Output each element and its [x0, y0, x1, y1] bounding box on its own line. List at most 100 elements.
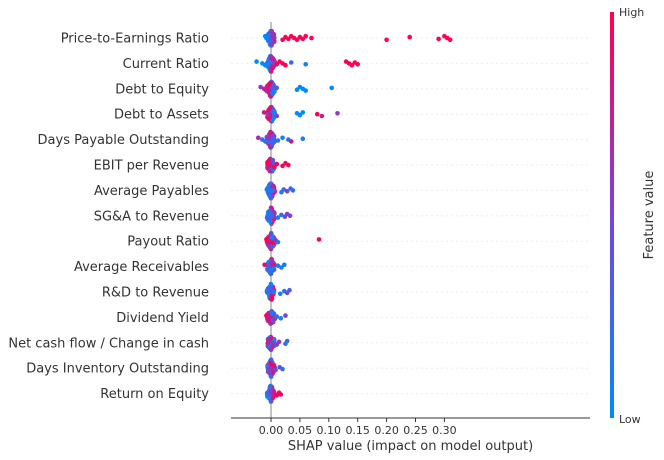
shap-point	[265, 364, 270, 369]
x-tick-label: 0.30	[432, 424, 457, 437]
shap-point	[283, 313, 288, 318]
shap-point	[288, 60, 294, 65]
feature-label: Return on Equity	[100, 387, 209, 402]
shap-point	[254, 59, 259, 64]
shap-point	[266, 238, 272, 244]
shap-point	[274, 314, 280, 319]
shap-point	[279, 212, 284, 218]
shap-point	[268, 399, 274, 404]
shap-point	[266, 287, 271, 293]
shap-point	[281, 262, 287, 268]
shap-point	[267, 162, 273, 168]
shap-point	[303, 88, 308, 93]
shap-point	[267, 60, 273, 65]
shap-point	[300, 36, 306, 42]
shap-point	[329, 85, 334, 91]
feature-label: Debt to Equity	[115, 82, 209, 97]
shap-point	[267, 315, 273, 320]
x-tick-label: 0.05	[288, 424, 313, 437]
colorbar-low-label: Low	[619, 413, 641, 426]
shap-point	[264, 88, 269, 93]
feature-label: Debt to Assets	[114, 108, 209, 123]
colorbar	[610, 12, 614, 418]
feature-label: R&D to Revenue	[102, 286, 209, 301]
shap-point	[274, 113, 280, 119]
shap-point	[275, 215, 281, 220]
shap-point	[287, 213, 293, 219]
feature-label: Average Receivables	[74, 260, 209, 275]
feature-labels: Price-to-Earnings Ratio Current Ratio Debt…	[8, 32, 209, 403]
shap-point	[280, 135, 285, 141]
shap-point	[316, 237, 322, 242]
shap-point	[287, 287, 292, 293]
shap-point	[271, 391, 276, 396]
shap-point	[277, 291, 283, 297]
shap-point	[274, 85, 280, 91]
feature-label: Current Ratio	[123, 57, 209, 72]
shap-point	[284, 338, 290, 344]
shap-point	[335, 111, 340, 116]
x-tick-label: 0.20	[374, 424, 399, 437]
x-axis-title: SHAP value (impact on model output)	[288, 439, 533, 454]
shap-point	[264, 35, 269, 41]
x-axis-ticks: 0.00 0.05 0.10 0.15 0.20 0.25 0.30	[259, 418, 457, 437]
shap-point	[309, 35, 314, 41]
feature-label: Payout Ratio	[127, 235, 209, 250]
x-tick-label: 0.00	[259, 424, 284, 437]
shap-point	[270, 240, 276, 246]
shap-point	[286, 36, 291, 42]
shap-point	[266, 32, 272, 37]
shap-point	[303, 33, 308, 39]
shap-point	[266, 369, 272, 374]
shap-point	[271, 35, 277, 41]
shap-point	[271, 136, 277, 141]
shap-point	[297, 112, 303, 118]
shap-point	[271, 266, 276, 271]
shap-point	[269, 311, 275, 317]
shap-point	[255, 135, 261, 141]
shap-point	[271, 289, 277, 295]
shap-point	[269, 340, 275, 346]
shap-point	[274, 161, 280, 167]
colorbar-high-label: High	[619, 6, 644, 19]
shap-point	[267, 80, 273, 86]
shap-point	[268, 269, 273, 274]
shap-point	[286, 162, 291, 168]
shap-point	[274, 62, 280, 67]
shap-point	[266, 338, 271, 344]
shap-point	[269, 91, 275, 96]
x-tick-label: 0.25	[403, 424, 428, 437]
shap-point	[436, 36, 441, 42]
feature-label: Days Payable Outstanding	[38, 133, 209, 148]
shap-point	[278, 316, 284, 321]
shap-point	[266, 136, 271, 141]
shap-point	[268, 195, 274, 201]
feature-label: Net cash flow / Change in cash	[8, 336, 209, 351]
shap-point	[314, 111, 320, 117]
shap-point	[264, 313, 269, 318]
shap-point	[269, 213, 275, 219]
shap-point	[279, 265, 284, 270]
shap-point	[265, 211, 271, 217]
shap-point	[290, 188, 296, 193]
shap-point	[266, 139, 272, 145]
feature-label: Price-to-Earnings Ratio	[61, 32, 209, 47]
shap-point	[319, 113, 325, 119]
shap-point	[268, 374, 274, 379]
shap-point	[258, 84, 263, 90]
shap-point	[283, 62, 288, 68]
shap-point	[294, 87, 300, 92]
shap-point	[262, 62, 268, 68]
x-tick-label: 0.15	[345, 424, 370, 437]
feature-label: EBIT per Revenue	[94, 159, 209, 174]
shap-point	[265, 111, 270, 117]
shap-point	[278, 392, 284, 397]
shap-point	[262, 262, 267, 268]
shap-point	[280, 366, 285, 372]
shap-point	[355, 62, 361, 67]
shap-point	[280, 163, 285, 169]
shap-point	[273, 367, 278, 373]
shap-point	[275, 239, 281, 245]
shap-point	[269, 235, 274, 241]
